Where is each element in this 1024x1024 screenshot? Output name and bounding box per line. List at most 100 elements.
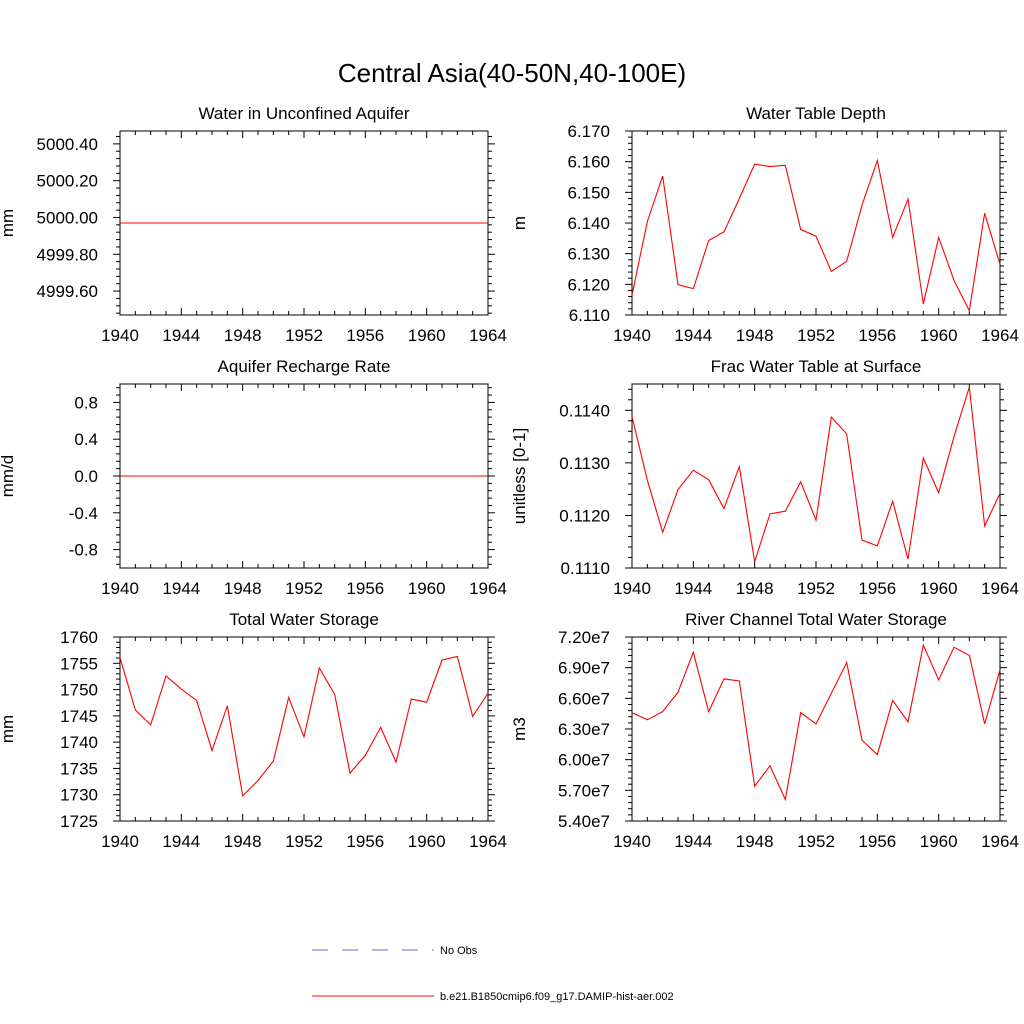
y-axis-label: mm <box>0 715 17 743</box>
y-tick-label: 7.20e7 <box>558 628 610 647</box>
y-axis-label: mm/d <box>0 455 17 498</box>
panel-4: Frac Water Table at Surface unitless [0-1… <box>510 357 1019 598</box>
y-tick-label: 0.1130 <box>559 454 610 473</box>
x-tick-label: 1944 <box>674 579 712 598</box>
plot-frame <box>631 636 1001 822</box>
y-tick-label: 1740 <box>60 733 98 752</box>
y-tick-label: 0.8 <box>74 393 98 412</box>
x-tick-label: 1940 <box>613 579 651 598</box>
series-line <box>631 386 1001 562</box>
x-tick-label: 1960 <box>920 326 958 345</box>
y-tick-label: 5000.00 <box>37 208 98 227</box>
x-tick-label: 1948 <box>224 326 262 345</box>
y-axis-label: m <box>510 216 529 230</box>
y-tick-label: 6.00e7 <box>558 751 610 770</box>
x-tick-label: 1956 <box>858 832 896 851</box>
y-tick-label: 6.140 <box>567 214 610 233</box>
y-axis-label: m3 <box>510 717 529 741</box>
y-tick-label: 0.4 <box>74 430 98 449</box>
panel-title: Water in Unconfined Aquifer <box>198 104 409 123</box>
y-tick-label: 0.1140 <box>559 401 610 420</box>
y-tick-label: 1750 <box>60 681 98 700</box>
x-tick-label: 1960 <box>920 579 958 598</box>
x-tick-label: 1948 <box>736 326 774 345</box>
x-tick-label: 1960 <box>408 326 446 345</box>
panel-3: Aquifer Recharge Rate mm/d 1940 1944 1948 195… <box>0 357 507 598</box>
y-tick-label: 4999.60 <box>37 282 98 301</box>
series-line <box>631 158 1001 313</box>
x-tick-label: 1952 <box>797 579 835 598</box>
y-tick-label: 1760 <box>60 628 98 647</box>
y-tick-label: 5.40e7 <box>558 812 610 831</box>
y-tick-label: 6.110 <box>569 306 610 325</box>
y-tick-label: 0.1120 <box>559 506 610 525</box>
plot-frame <box>631 383 1001 569</box>
x-tick-label: 1964 <box>469 579 507 598</box>
x-tick-label: 1944 <box>674 832 712 851</box>
x-tick-label: 1948 <box>736 579 774 598</box>
series-line <box>119 655 489 797</box>
y-tick-label: 4999.80 <box>37 245 98 264</box>
x-tick-label: 1964 <box>981 579 1019 598</box>
panel-title: River Channel Total Water Storage <box>685 610 947 629</box>
x-tick-label: 1948 <box>224 579 262 598</box>
y-tick-label: 1730 <box>60 786 98 805</box>
x-tick-label: 1956 <box>346 832 384 851</box>
x-tick-label: 1956 <box>858 326 896 345</box>
y-tick-label: 1745 <box>60 707 98 726</box>
x-tick-label: 1964 <box>469 326 507 345</box>
y-tick-label: 5000.40 <box>37 135 98 154</box>
x-tick-label: 1944 <box>162 832 200 851</box>
y-tick-label: 6.120 <box>567 275 610 294</box>
y-tick-label: 1725 <box>60 812 98 831</box>
figure-title: Central Asia(40-50N,40-100E) <box>338 58 686 88</box>
x-tick-label: 1960 <box>408 832 446 851</box>
y-tick-label: 6.170 <box>567 122 610 141</box>
y-axis-label: unitless [0-1] <box>510 428 529 524</box>
y-tick-label: 6.150 <box>567 183 610 202</box>
x-tick-label: 1964 <box>469 832 507 851</box>
panel-title: Water Table Depth <box>746 104 886 123</box>
y-tick-label: 6.160 <box>567 153 610 172</box>
x-tick-label: 1952 <box>797 326 835 345</box>
y-tick-label: 6.30e7 <box>558 720 610 739</box>
panel-2: Water Table Depth m 1940 1944 1948 1952 1956 19… <box>510 104 1019 345</box>
y-tick-label: 6.90e7 <box>558 659 610 678</box>
x-tick-label: 1956 <box>346 326 384 345</box>
y-tick-label: -0.4 <box>69 504 98 523</box>
x-tick-label: 1948 <box>224 832 262 851</box>
y-tick-label: 1735 <box>60 759 98 778</box>
x-tick-label: 1952 <box>285 579 323 598</box>
legend: No Obs b.e21.B1850cmip6.f09_g17.DAMIP-his… <box>312 945 674 1003</box>
x-tick-label: 1960 <box>920 832 958 851</box>
x-tick-label: 1964 <box>981 832 1019 851</box>
x-tick-label: 1952 <box>797 832 835 851</box>
x-tick-label: 1940 <box>613 832 651 851</box>
x-tick-label: 1940 <box>101 326 139 345</box>
y-tick-label: 1755 <box>60 654 98 673</box>
panel-6: River Channel Total Water Storage m3 1940 1… <box>510 610 1019 851</box>
x-tick-label: 1944 <box>162 579 200 598</box>
x-tick-label: 1956 <box>858 579 896 598</box>
y-axis-label: mm <box>0 209 17 237</box>
x-tick-label: 1944 <box>674 326 712 345</box>
legend-label: No Obs <box>440 945 478 957</box>
legend-label: b.e21.B1850cmip6.f09_g17.DAMIP-hist-aer.… <box>440 991 674 1003</box>
x-tick-label: 1940 <box>613 326 651 345</box>
x-tick-label: 1956 <box>346 579 384 598</box>
y-tick-label: 5.70e7 <box>558 781 610 800</box>
x-tick-label: 1948 <box>736 832 774 851</box>
x-tick-label: 1944 <box>162 326 200 345</box>
x-tick-label: 1960 <box>408 579 446 598</box>
x-tick-label: 1952 <box>285 832 323 851</box>
y-tick-label: 5000.20 <box>37 172 98 191</box>
x-tick-label: 1940 <box>101 579 139 598</box>
series-line <box>631 643 1001 802</box>
panel-title: Total Water Storage <box>229 610 379 629</box>
y-tick-label: 6.130 <box>567 245 610 264</box>
panel-title: Frac Water Table at Surface <box>711 357 922 376</box>
x-tick-label: 1952 <box>285 326 323 345</box>
x-tick-label: 1964 <box>981 326 1019 345</box>
x-tick-label: 1940 <box>101 832 139 851</box>
